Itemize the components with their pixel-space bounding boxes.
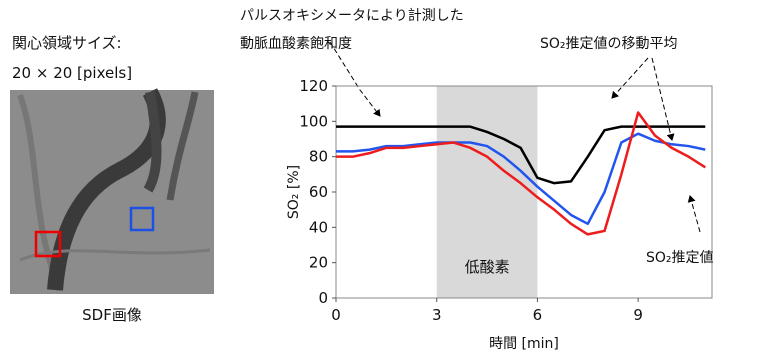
roi-label: 関心領域サイズ: [12, 34, 122, 52]
x-tick-label: 6 [533, 306, 543, 324]
y-tick-label: 40 [309, 218, 328, 236]
sdf-image [10, 90, 214, 294]
arrow [612, 58, 648, 98]
annotation: SO₂推定値の移動平均 [540, 36, 678, 52]
roi-size: 20 × 20 [pixels] [12, 64, 132, 82]
y-tick-label: 0 [318, 289, 328, 307]
chart: 関心領域サイズ: 20 × 20 [pixels] SDF画像 低酸素 0 20 40… [0, 0, 761, 358]
y-tick-label: 120 [299, 77, 328, 95]
y-tick-label: 100 [299, 112, 328, 130]
x-tick-label: 9 [633, 306, 643, 324]
image-caption: SDF画像 [82, 306, 142, 324]
x-tick-label: 3 [432, 306, 442, 324]
arrow [690, 196, 700, 232]
y-tick-label: 20 [309, 254, 328, 272]
x-axis-label: 時間 [min] [489, 336, 559, 352]
hypoxia-label: 低酸素 [465, 258, 510, 276]
figure: 関心領域サイズ: 20 × 20 [pixels] SDF画像 低酸素 0 20 40… [0, 0, 761, 358]
x-tick-label: 0 [331, 306, 341, 324]
y-tick-label: 80 [309, 148, 328, 166]
y-tick-label: 60 [309, 183, 328, 201]
annotation: SO₂推定値 [646, 250, 714, 266]
annotation: 動脈血酸素飽和度 [240, 35, 352, 52]
arrow [330, 42, 380, 116]
annotation: パルスオキシメータにより計測した [240, 8, 464, 24]
y-axis-label: SO₂ [%] [286, 165, 302, 219]
plot: 低酸素 0 20 40 60 80 100 120 0 3 6 9 時間 [min] SO₂ [%] [286, 77, 712, 352]
